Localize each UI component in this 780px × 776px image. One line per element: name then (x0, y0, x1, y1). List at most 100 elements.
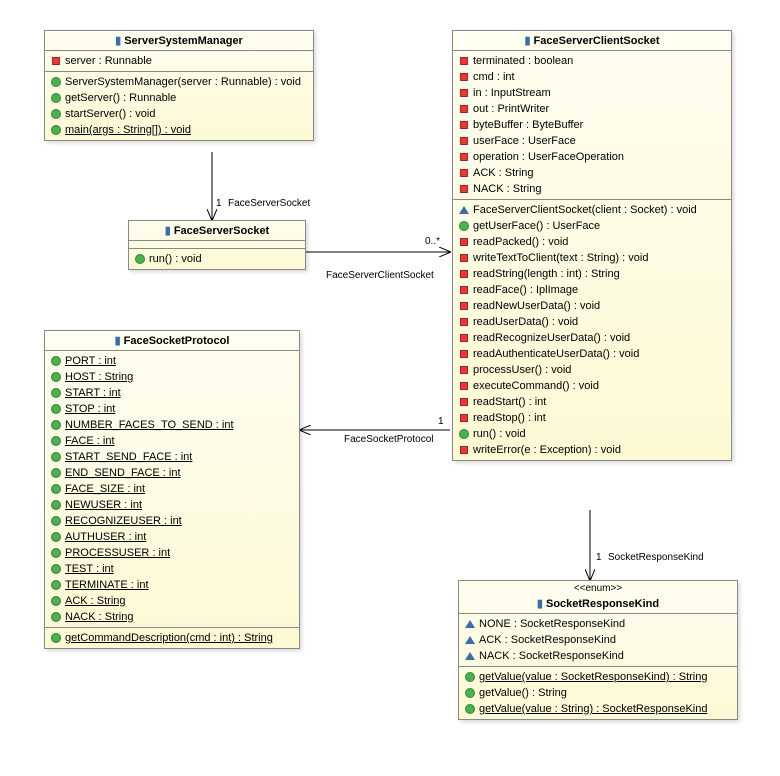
role-ssm-fss: FaceServerSocket (228, 198, 310, 209)
member-sig: terminated : boolean (473, 54, 573, 68)
member-sig: AUTHUSER : int (65, 530, 146, 544)
member-sig: FACE : int (65, 434, 115, 448)
member-row: NONE : SocketResponseKind (463, 616, 733, 632)
member-sig: readAuthenticateUserData() : void (473, 347, 639, 361)
member-row: START : int (49, 385, 295, 401)
class-FaceSocketProtocol: ▮FaceSocketProtocol PORT : intHOST : Str… (44, 330, 300, 649)
member-sig: readUserData() : void (473, 315, 578, 329)
class-title-text: FaceSocketProtocol (124, 335, 230, 347)
member-row: ServerSystemManager(server : Runnable) :… (49, 74, 309, 90)
class-title: ▮FaceSocketProtocol (45, 331, 299, 351)
member-row: run() : void (133, 251, 301, 267)
member-sig: processUser() : void (473, 363, 571, 377)
member-sig: END_SEND_FACE : int (65, 466, 181, 480)
member-row: HOST : String (49, 369, 295, 385)
member-row: readPacked() : void (457, 234, 727, 250)
member-sig: readRecognizeUserData() : void (473, 331, 630, 345)
member-sig: NONE : SocketResponseKind (479, 617, 625, 631)
member-row: ACK : String (49, 593, 295, 609)
member-row: executeCommand() : void (457, 378, 727, 394)
member-row: readStop() : int (457, 410, 727, 426)
member-row: run() : void (457, 426, 727, 442)
member-sig: executeCommand() : void (473, 379, 599, 393)
member-row: END_SEND_FACE : int (49, 465, 295, 481)
member-row: NUMBER_FACES_TO_SEND : int (49, 417, 295, 433)
mult-fscs-fsp: 1 (438, 416, 444, 427)
member-sig: out : PrintWriter (473, 102, 549, 116)
member-row: TEST : int (49, 561, 295, 577)
member-row: NACK : String (49, 609, 295, 625)
member-sig: byteBuffer : ByteBuffer (473, 118, 583, 132)
stereotype: <<enum>> (459, 581, 737, 594)
member-row: cmd : int (457, 69, 727, 85)
member-row: userFace : UserFace (457, 133, 727, 149)
class-title: ▮ServerSystemManager (45, 31, 313, 51)
member-row: AUTHUSER : int (49, 529, 295, 545)
member-sig: TERMINATE : int (65, 578, 149, 592)
class-ServerSystemManager: ▮ServerSystemManager server : Runnable S… (44, 30, 314, 141)
member-sig: readString(length : int) : String (473, 267, 620, 281)
attrs: server : Runnable (45, 51, 313, 72)
member-sig: FaceServerClientSocket(client : Socket) … (473, 203, 697, 217)
member-row: readRecognizeUserData() : void (457, 330, 727, 346)
member-row: readUserData() : void (457, 314, 727, 330)
member-row: NACK : String (457, 181, 727, 197)
member-sig: getUserFace() : UserFace (473, 219, 600, 233)
member-sig: userFace : UserFace (473, 134, 576, 148)
member-row: PORT : int (49, 353, 295, 369)
member-row: FACE_SIZE : int (49, 481, 295, 497)
member-sig: getValue(value : String) : SocketRespons… (479, 702, 707, 716)
literals: NONE : SocketResponseKind ACK : SocketRes… (459, 614, 737, 667)
member-row: NEWUSER : int (49, 497, 295, 513)
class-title-text: FaceServerSocket (174, 225, 269, 237)
member-row: writeError(e : Exception) : void (457, 442, 727, 458)
member-row: ACK : SocketResponseKind (463, 632, 733, 648)
member-row: byteBuffer : ByteBuffer (457, 117, 727, 133)
member-row: FaceServerClientSocket(client : Socket) … (457, 202, 727, 218)
member-sig: STOP : int (65, 402, 115, 416)
member-sig: ACK : SocketResponseKind (479, 633, 616, 647)
class-FaceServerSocket: ▮FaceServerSocket run() : void (128, 220, 306, 270)
member-sig: ACK : String (473, 166, 534, 180)
member-row: getValue(value : SocketResponseKind) : S… (463, 669, 733, 685)
member-row: main(args : String[]) : void (49, 122, 309, 138)
member-sig: run() : void (149, 252, 202, 266)
member-sig: FACE_SIZE : int (65, 482, 145, 496)
member-row: readStart() : int (457, 394, 727, 410)
mult-fss-fscs: 0..* (425, 236, 440, 247)
member-sig: START : int (65, 386, 121, 400)
member-sig: NACK : String (65, 610, 133, 624)
member-sig: startServer() : void (65, 107, 155, 121)
member-sig: writeTextToClient(text : String) : void (473, 251, 648, 265)
member-sig: readStart() : int (473, 395, 546, 409)
member-row: ACK : String (457, 165, 727, 181)
member-row: getValue(value : String) : SocketRespons… (463, 701, 733, 717)
member-sig: run() : void (473, 427, 526, 441)
class-title-text: ServerSystemManager (124, 35, 243, 47)
member-row: terminated : boolean (457, 53, 727, 69)
class-title: ▮SocketResponseKind (459, 594, 737, 614)
member-sig: PORT : int (65, 354, 116, 368)
member-sig: NACK : String (473, 182, 541, 196)
class-SocketResponseKind: <<enum>> ▮SocketResponseKind NONE : Sock… (458, 580, 738, 720)
class-title: ▮FaceServerSocket (129, 221, 305, 241)
ops: getValue(value : SocketResponseKind) : S… (459, 667, 737, 719)
member-row: getServer() : Runnable (49, 90, 309, 106)
member-sig: ServerSystemManager(server : Runnable) :… (65, 75, 301, 89)
attrs: terminated : booleancmd : intin : InputS… (453, 51, 731, 200)
member-sig: NEWUSER : int (65, 498, 142, 512)
attrs: PORT : intHOST : StringSTART : int STOP :… (45, 351, 299, 628)
role-fss-fscs: FaceServerClientSocket (326, 270, 434, 281)
member-row: NACK : SocketResponseKind (463, 648, 733, 664)
ops: FaceServerClientSocket(client : Socket) … (453, 200, 731, 460)
member-sig: main(args : String[]) : void (65, 123, 191, 137)
member-sig: getValue(value : SocketResponseKind) : S… (479, 670, 707, 684)
member-sig: RECOGNIZEUSER : int (65, 514, 182, 528)
member-sig: getServer() : Runnable (65, 91, 176, 105)
role-fscs-srk: SocketResponseKind (608, 552, 704, 563)
member-row: readAuthenticateUserData() : void (457, 346, 727, 362)
member-row: operation : UserFaceOperation (457, 149, 727, 165)
role-fscs-fsp: FaceSocketProtocol (344, 434, 434, 445)
member-sig: readStop() : int (473, 411, 546, 425)
member-sig: ACK : String (65, 594, 126, 608)
